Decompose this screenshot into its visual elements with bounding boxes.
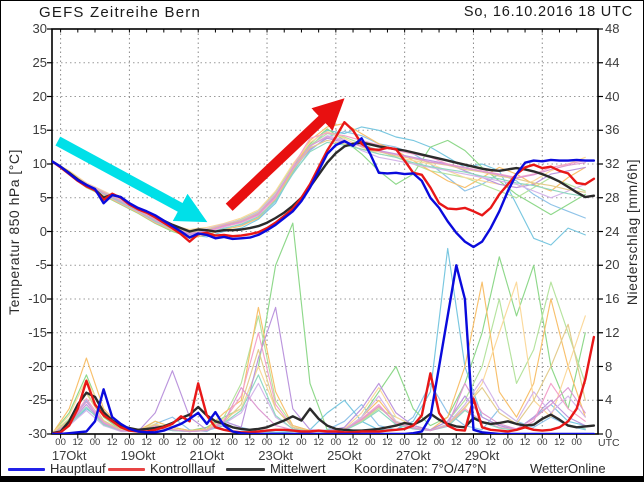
date-tick-label: 23Okt — [258, 448, 293, 463]
brand-label: WetterOnline — [530, 461, 606, 476]
coordinates-label: Koordinaten: 7°O/47°N — [354, 461, 487, 476]
ensemble-member-precip-line — [52, 281, 586, 434]
hour-tick-label: 00 — [261, 437, 273, 448]
hour-tick-label: 12 — [416, 437, 428, 448]
warming-trend-arrow — [225, 98, 345, 211]
temp-tick-label: 20 — [32, 88, 47, 104]
precip-tick-label: 4 — [605, 392, 613, 408]
precip-tick-label: 12 — [605, 324, 620, 340]
temp-tick-label: 30 — [32, 21, 47, 36]
temp-tick-label: -15 — [28, 324, 47, 340]
temp-tick-label: -30 — [28, 426, 47, 441]
hour-tick-label: 12 — [244, 437, 256, 448]
hour-tick-label: 00 — [571, 437, 582, 448]
date-tick-label: 27Okt — [395, 448, 431, 463]
precip-tick-label: 28 — [605, 189, 620, 205]
temp-tick-label: -25 — [28, 392, 47, 408]
legend: Hauptlauf Kontrolllauf Mittelwert Koordi… — [1, 460, 643, 477]
mittelwert-precip-line — [52, 391, 596, 434]
precip-tick-label: 32 — [605, 156, 620, 171]
temp-tick-label: 0 — [39, 223, 47, 239]
hour-tick-label: 12 — [519, 437, 531, 448]
temp-tick-label: 10 — [32, 156, 47, 171]
bottom-black-bar — [1, 476, 643, 481]
hour-tick-label: 00 — [192, 437, 204, 448]
temp-tick-label: -10 — [28, 291, 47, 306]
precip-tick-label: 40 — [605, 88, 620, 104]
ensemble-member-temp-line — [52, 141, 586, 237]
mittelwert-legend-label: Mittelwert — [270, 461, 326, 476]
hour-tick-label: 00 — [158, 437, 170, 448]
date-tick-label: 21Okt — [189, 448, 225, 463]
date-tick-label: 29Okt — [464, 448, 500, 463]
precip-tick-label: 24 — [605, 223, 620, 239]
precip-tick-label: 20 — [605, 257, 620, 273]
precip-tick-label: 0 — [605, 426, 613, 441]
hour-tick-label: 12 — [450, 437, 462, 448]
utc-axis-label: UTC — [598, 437, 620, 449]
hour-tick-label: 12 — [210, 437, 221, 448]
hour-tick-label: 00 — [399, 437, 410, 448]
temp-tick-label: 5 — [39, 189, 47, 205]
ensemble-member-precip-line — [52, 382, 586, 434]
hauptlauf-legend-label: Hauptlauf — [50, 461, 106, 476]
hour-tick-label: 12 — [106, 437, 118, 448]
hour-tick-label: 12 — [175, 437, 187, 448]
hauptlauf-temp-line — [52, 137, 596, 249]
hour-tick-label: 12 — [141, 437, 152, 448]
temp-tick-label: -5 — [35, 257, 47, 273]
temp-tick-label: 25 — [32, 54, 47, 70]
precip-tick-label: 48 — [605, 21, 620, 36]
ensemble-member-temp-line — [52, 122, 586, 239]
hour-tick-label: 00 — [124, 437, 135, 448]
ensemble-member-precip-line — [52, 382, 586, 434]
ensemble-member-temp-line — [52, 136, 586, 235]
precip-tick-label: 44 — [605, 54, 620, 70]
temp-tick-label: -20 — [28, 358, 47, 374]
precip-tick-label: 16 — [605, 291, 620, 306]
hour-tick-label: 12 — [278, 437, 290, 448]
temp-tick-label: 15 — [32, 122, 47, 138]
hour-tick-label: 00 — [468, 437, 479, 448]
hour-tick-label: 12 — [485, 437, 496, 448]
date-tick-label: 25Okt — [327, 448, 362, 463]
hour-tick-label: 00 — [55, 437, 66, 448]
ensemble-member-precip-line — [52, 281, 586, 434]
mittelwert-line-swatch — [226, 468, 265, 471]
cooling-trend-arrow — [55, 136, 208, 223]
hour-tick-label: 00 — [89, 437, 101, 448]
date-tick-label: 17Okt — [51, 448, 87, 463]
hour-tick-label: 00 — [330, 437, 342, 448]
hour-tick-label: 12 — [382, 437, 393, 448]
precip-tick-label: 8 — [605, 358, 613, 374]
kontrolllauf-line-swatch — [108, 468, 145, 471]
hauptlauf-precip-line — [52, 264, 596, 434]
hour-tick-label: 12 — [313, 437, 324, 448]
hour-tick-label: 12 — [347, 437, 359, 448]
date-tick-label: 19Okt — [120, 448, 156, 463]
ensemble-member-precip-line — [52, 281, 586, 434]
hauptlauf-line-swatch — [8, 468, 45, 471]
kontrolllauf-legend-label: Kontrolllauf — [150, 461, 216, 476]
hour-tick-label: 00 — [364, 437, 376, 448]
run-datetime: So, 16.10.2016 18 UTC — [463, 4, 633, 20]
hour-tick-label: 00 — [502, 437, 514, 448]
hour-tick-label: 00 — [296, 437, 307, 448]
precip-tick-label: 36 — [605, 122, 620, 138]
kontrolllauf-temp-line — [52, 120, 596, 243]
hour-tick-label: 00 — [227, 437, 238, 448]
chart-title: GEFS Zeitreihe Bern — [39, 4, 202, 21]
hour-tick-label: 12 — [554, 437, 565, 448]
hour-tick-label: 12 — [72, 437, 84, 448]
hour-tick-label: 00 — [536, 437, 548, 448]
hour-tick-label: 00 — [433, 437, 445, 448]
